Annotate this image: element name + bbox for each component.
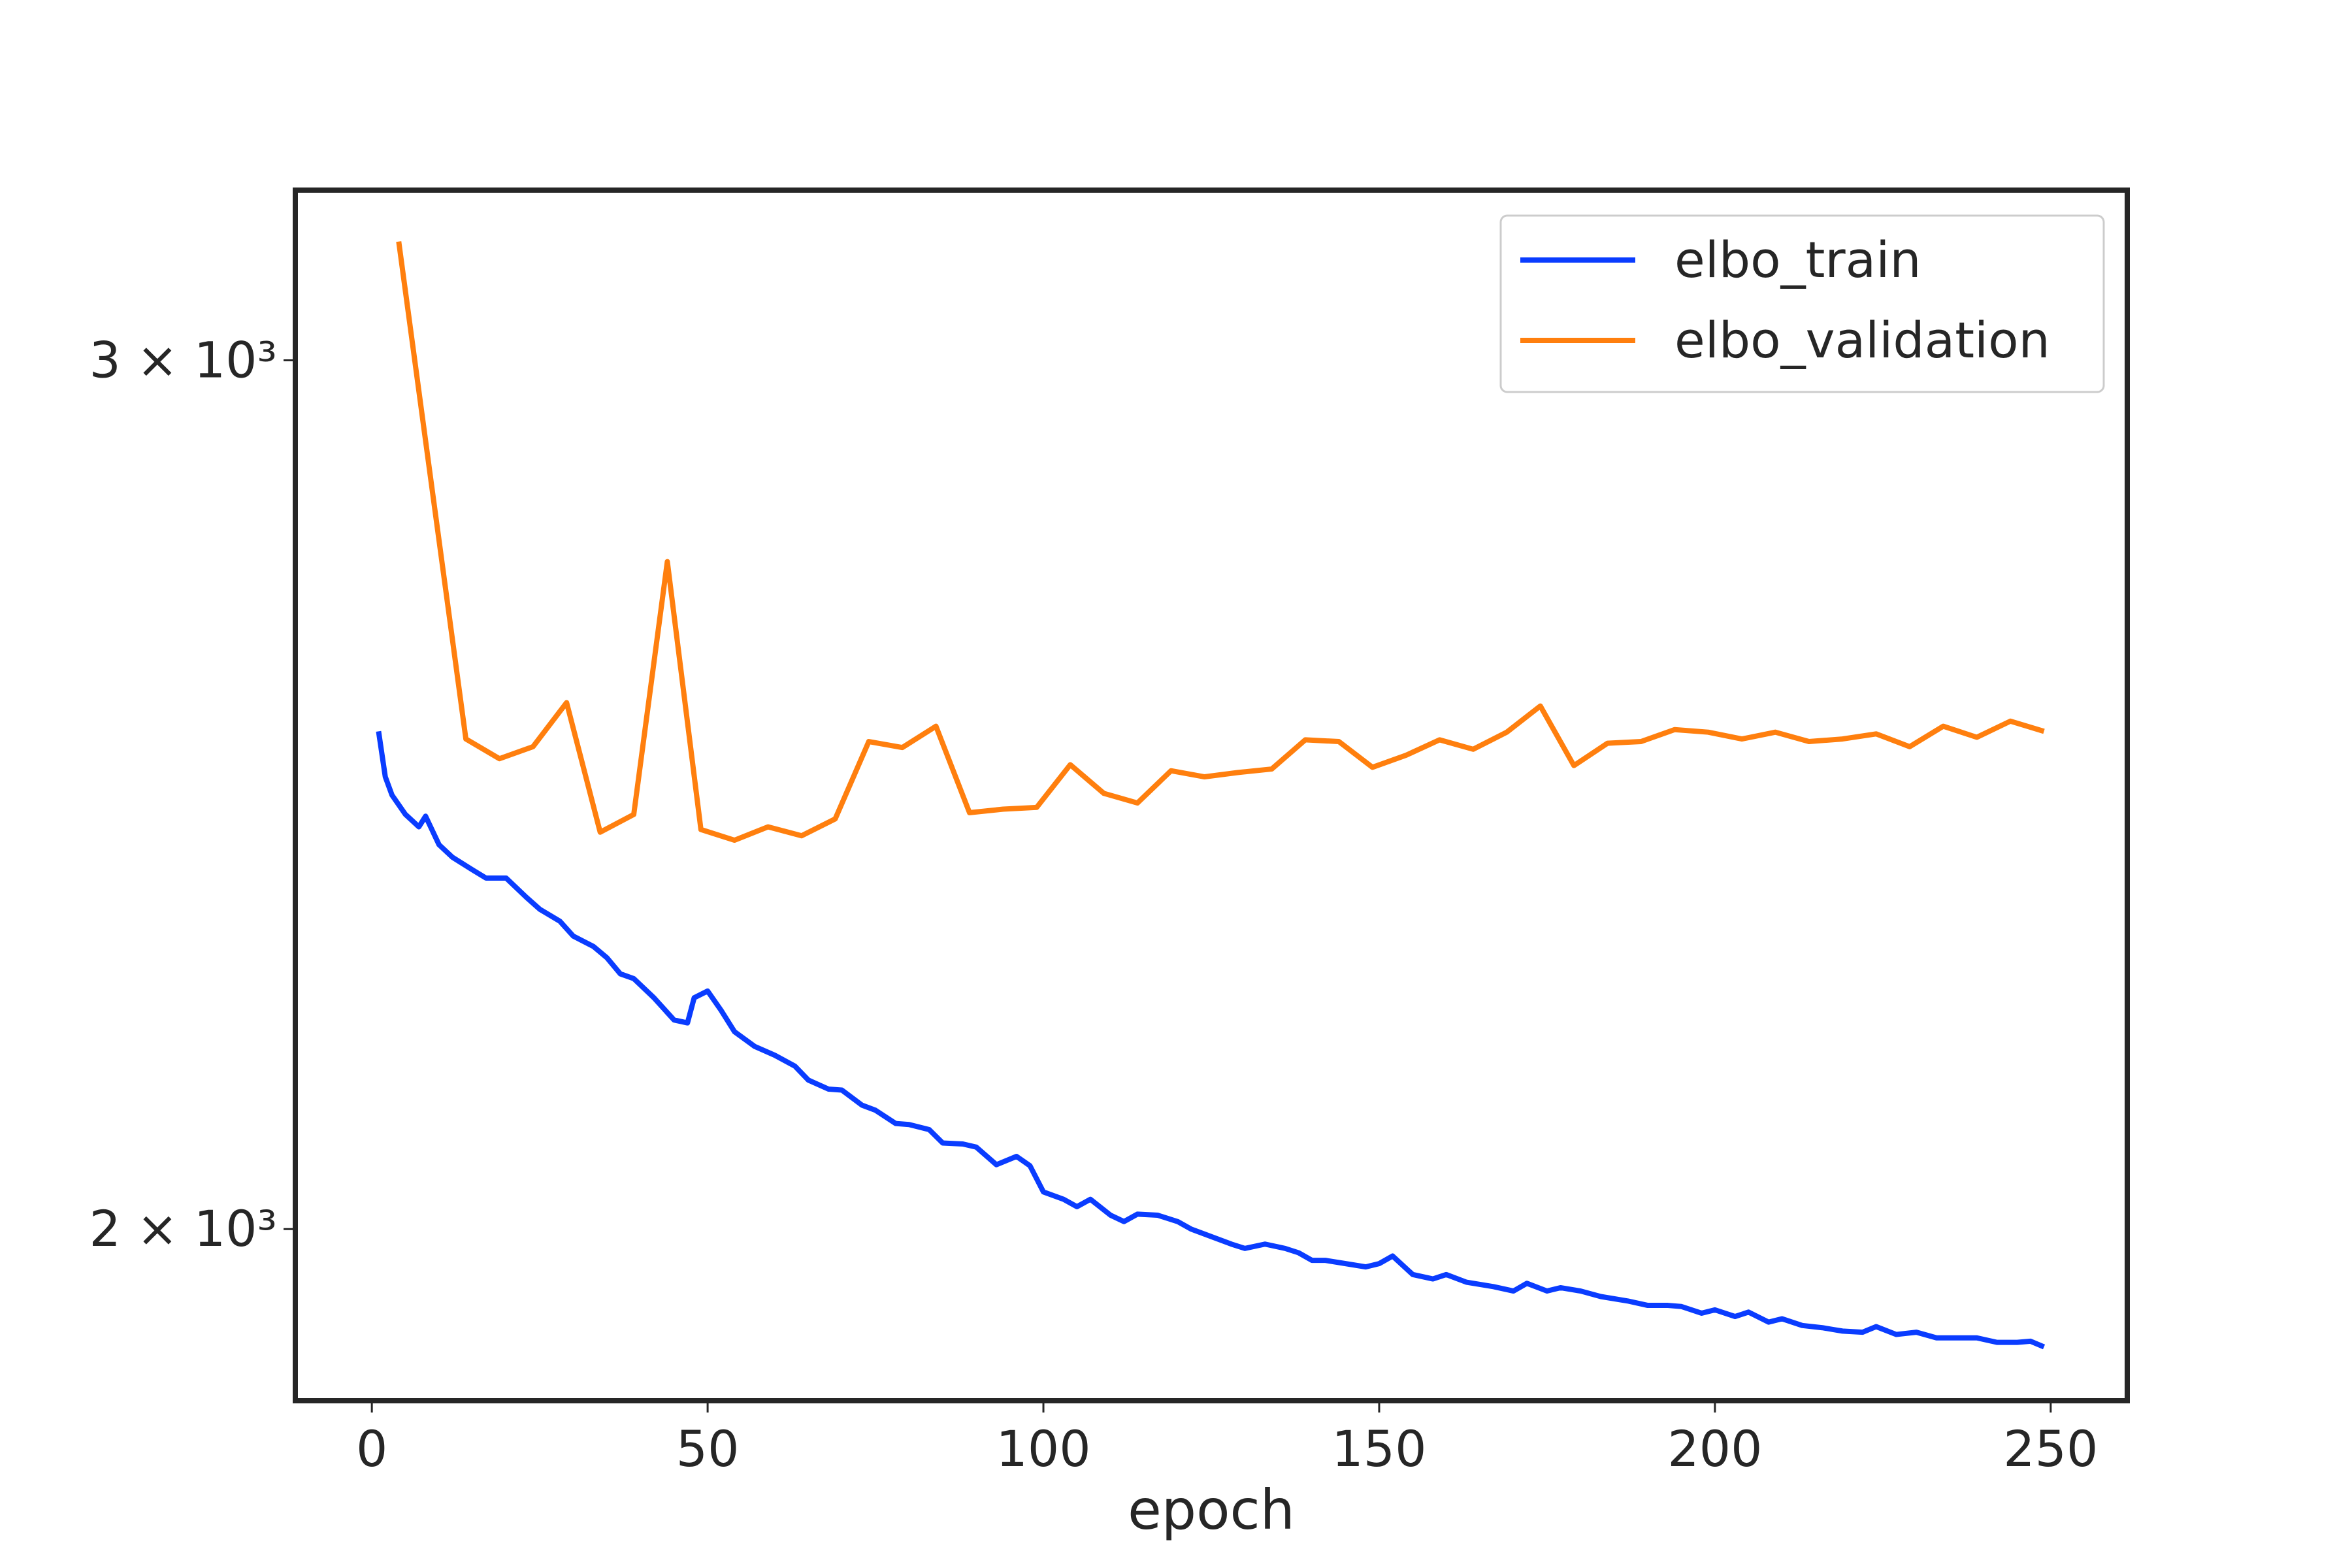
line-series: [376, 730, 2046, 1350]
x-axis-label: epoch: [1128, 1478, 1295, 1542]
x-tick-label: 150: [1331, 1420, 1426, 1478]
legend-box: [1499, 214, 2105, 393]
x-tick-label: 0: [356, 1420, 387, 1478]
legend-label: elbo_train: [1674, 231, 1921, 289]
legend-label: elbo_validation: [1674, 311, 2050, 369]
plot-frame: [293, 188, 2130, 1403]
x-tick-label: 50: [676, 1420, 740, 1478]
y-tick-label: 2 × 10³: [89, 1200, 277, 1258]
line-series: [396, 241, 2045, 843]
x-tick-label: 200: [1667, 1420, 1762, 1478]
x-tick-label: 100: [996, 1420, 1091, 1478]
y-tick-label: 3 × 10³: [89, 331, 277, 389]
x-tick-label: 250: [2003, 1420, 2098, 1478]
